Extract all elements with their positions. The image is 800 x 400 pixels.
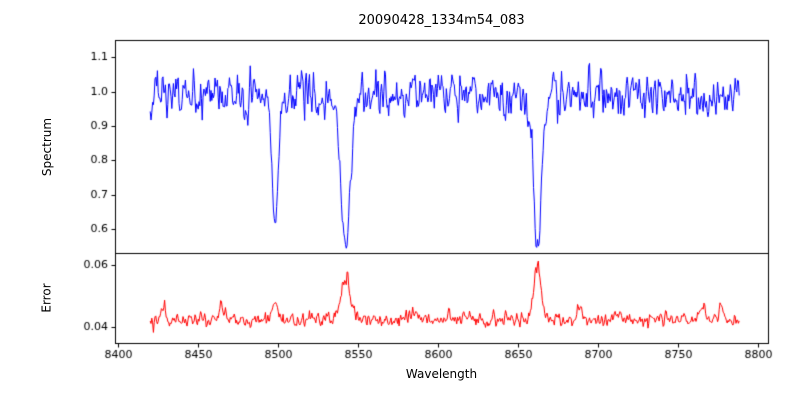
error-axis-label: Error: [40, 283, 54, 313]
error-axis-label-wrap: Error: [36, 253, 58, 343]
spectrum-axis-label-wrap: Spectrum: [36, 40, 58, 253]
spectrum-axis-label: Spectrum: [40, 117, 54, 176]
x-axis-label: Wavelength: [405, 367, 478, 381]
chart-title: 20090428_1334m54_083: [358, 13, 525, 28]
